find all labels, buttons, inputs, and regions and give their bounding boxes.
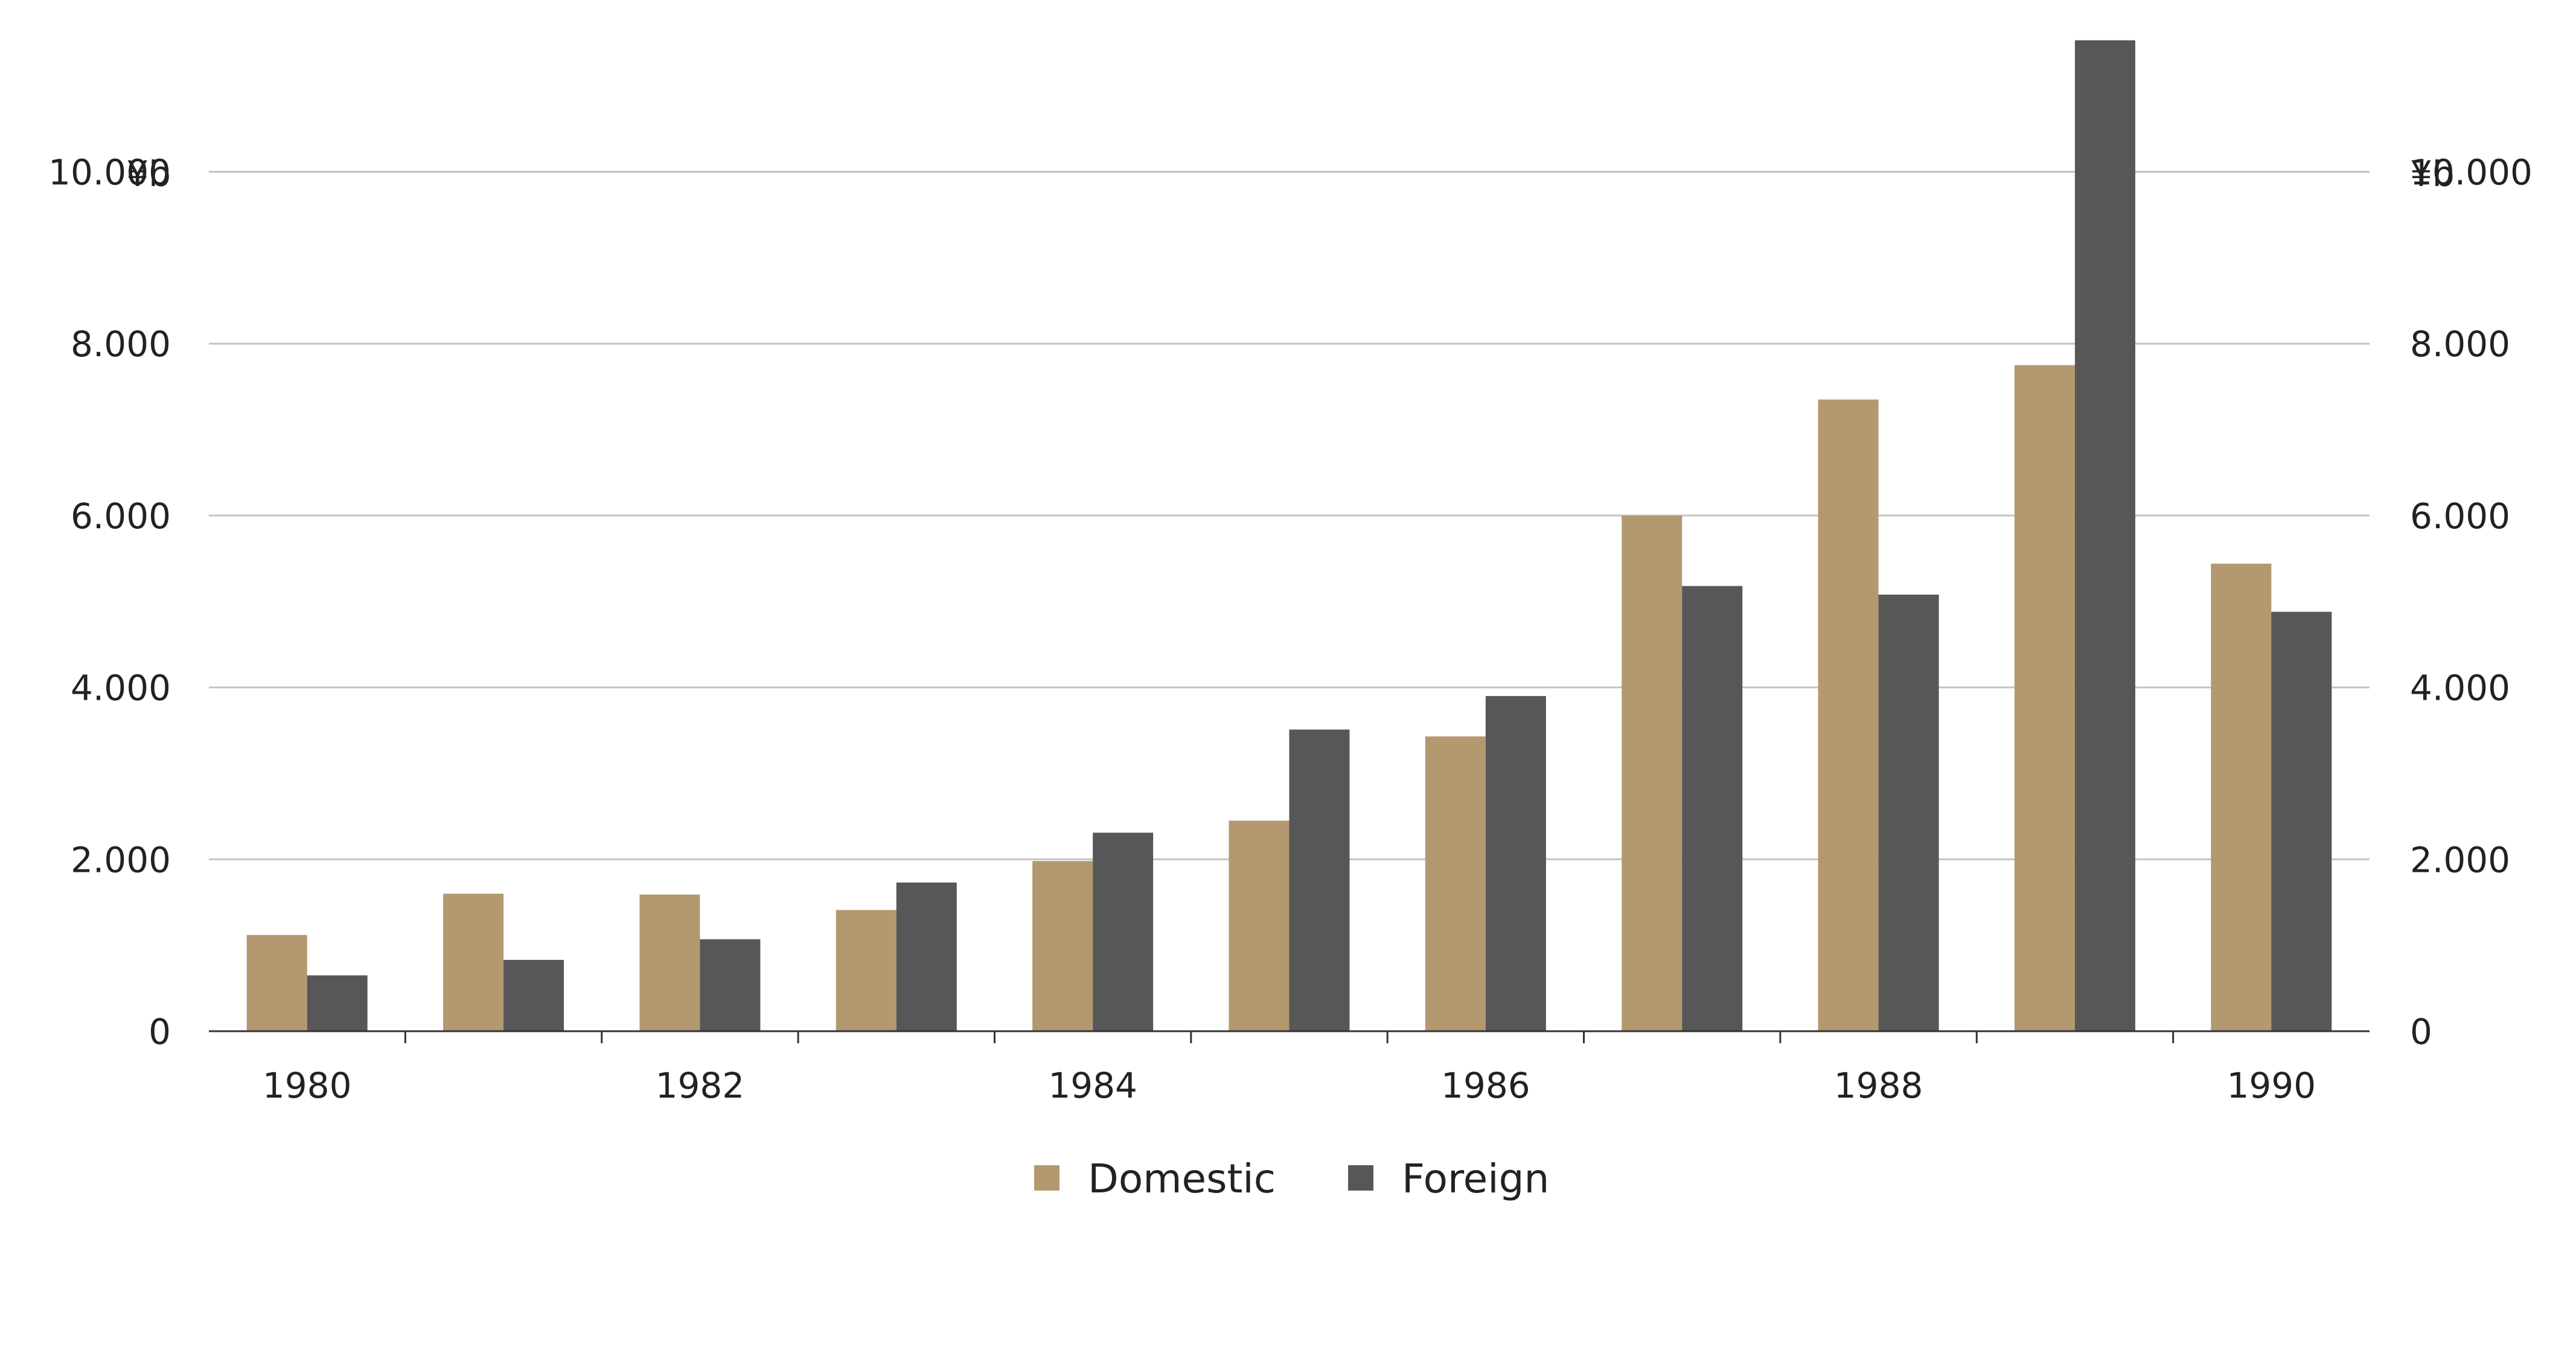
y-tick-label-right: 4.000	[2410, 668, 2510, 709]
bar-domestic	[639, 894, 700, 1031]
y-axis-left: ¥b 0 2.000 4.000 6.000 8.000 10.000	[48, 152, 171, 1052]
bar-domestic	[1032, 861, 1093, 1031]
bar-foreign	[896, 882, 957, 1031]
bar-foreign	[2074, 40, 2135, 1031]
x-tick-label: 1984	[1048, 1065, 1137, 1106]
y-tick-label-left: 8.000	[71, 324, 171, 365]
legend-item-domestic: Domestic	[1034, 1156, 1276, 1202]
bar-foreign	[700, 939, 761, 1031]
y-unit-label-right: ¥b	[2410, 153, 2455, 194]
bar-foreign	[1682, 586, 1743, 1031]
bar-foreign	[2271, 612, 2332, 1031]
x-tick-label: 1990	[2227, 1065, 2316, 1106]
x-tick-label: 1980	[263, 1065, 352, 1106]
bar-domestic	[1818, 399, 1879, 1032]
y-unit-label-left: ¥b	[126, 153, 171, 194]
y-tick-label-right: 0	[2410, 1011, 2432, 1052]
bar-foreign	[1093, 833, 1154, 1031]
bar-foreign	[1289, 729, 1350, 1031]
x-tick-label: 1986	[1441, 1065, 1530, 1106]
y-tick-label-right: 2.000	[2410, 839, 2510, 880]
bar-domestic	[1622, 515, 1683, 1031]
y-tick-label-right: 10.000	[2410, 152, 2533, 193]
legend-swatch-domestic	[1034, 1165, 1059, 1191]
y-tick-label-left: 0	[149, 1011, 171, 1052]
legend: Domestic Foreign	[1034, 1156, 1549, 1202]
bar-domestic	[1229, 820, 1290, 1031]
bar-domestic	[2211, 563, 2272, 1031]
y-tick-label-left: 10.000	[48, 152, 171, 193]
bar-domestic	[443, 894, 504, 1031]
bar-domestic	[836, 910, 896, 1031]
x-tick-label: 1982	[656, 1065, 745, 1106]
x-tick-label: 1988	[1834, 1065, 1923, 1106]
x-axis	[209, 1030, 2370, 1043]
x-tick-labels: 1980 1982 1984 1986 1988 1990	[263, 1065, 2316, 1106]
legend-label-foreign: Foreign	[1402, 1156, 1549, 1202]
y-tick-label-left: 6.000	[71, 496, 171, 537]
bar-foreign	[1878, 594, 1939, 1031]
y-tick-label-left: 2.000	[71, 839, 171, 880]
legend-label-domestic: Domestic	[1088, 1156, 1276, 1202]
bars	[246, 40, 2332, 1032]
bar-domestic	[2014, 365, 2075, 1031]
y-axis-right: ¥b 0 2.000 4.000 6.000 8.000 10.000	[2410, 152, 2533, 1052]
y-tick-label-left: 4.000	[71, 668, 171, 709]
legend-swatch-foreign	[1348, 1165, 1373, 1191]
y-tick-label-right: 8.000	[2410, 324, 2510, 365]
legend-item-foreign: Foreign	[1348, 1156, 1549, 1202]
bar-domestic	[246, 935, 307, 1031]
gridlines	[209, 171, 2370, 860]
bar-foreign	[503, 959, 564, 1031]
bar-foreign	[307, 975, 368, 1031]
y-tick-label-right: 6.000	[2410, 496, 2510, 537]
bar-domestic	[1425, 736, 1486, 1031]
bar-foreign	[1485, 696, 1546, 1031]
